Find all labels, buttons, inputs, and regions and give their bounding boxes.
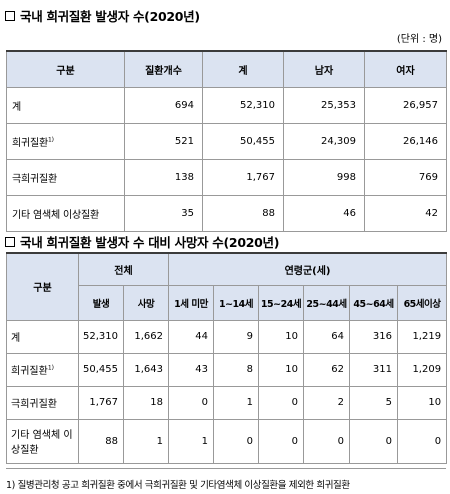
header-incidence: 발생 <box>78 284 124 321</box>
cell: 52,310 <box>78 319 124 354</box>
header-age-45-64: 45~64세 <box>349 284 398 321</box>
table-row: 희귀질환1) 521 50,455 24,309 26,146 <box>6 122 447 160</box>
header-total: 계 <box>202 50 284 88</box>
cell: 521 <box>124 122 203 160</box>
cell: 0 <box>258 385 304 420</box>
cell: 0 <box>258 418 304 464</box>
table-row: 기타 염색체 이상질환 88 1 1 0 0 0 0 0 <box>6 418 448 464</box>
header-age-25-44: 25~44세 <box>303 284 350 321</box>
cell: 1 <box>213 385 259 420</box>
mortality-table: 구분 전체 연령군(세) 발생 사망 1세 미만 1~14세 15~24세 25… <box>6 252 448 464</box>
footnote: 1) 질병관리청 공고 희귀질환 중에서 극희귀질환 및 기타염색체 이상질환을… <box>6 468 446 491</box>
header-category: 구분 <box>6 50 125 88</box>
cell: 138 <box>124 158 203 196</box>
table-row: 계 52,310 1,662 44 9 10 64 316 1,219 <box>6 319 448 354</box>
cell: 1,209 <box>396 352 448 387</box>
table1-title: 국내 희귀질환 발생자 수(2020년) <box>20 9 200 24</box>
square-bullet-icon <box>5 10 15 21</box>
row-label: 극희귀질환 <box>6 158 125 196</box>
table-header-row: 구분 질환개수 계 남자 여자 <box>6 50 447 88</box>
table-row: 극희귀질환 138 1,767 998 769 <box>6 158 447 196</box>
cell: 311 <box>349 352 398 387</box>
header-age-15-24: 15~24세 <box>258 284 304 321</box>
cell: 24,309 <box>283 122 365 160</box>
section-title-1: 국내 희귀질환 발생자 수(2020년) <box>5 6 200 25</box>
header-age-group: 연령군(세) <box>167 252 448 286</box>
cell: 42 <box>364 194 447 232</box>
cell: 694 <box>124 86 203 124</box>
cell: 18 <box>123 385 169 420</box>
cell: 5 <box>349 385 398 420</box>
row-label: 극희귀질환 <box>6 385 79 420</box>
cell: 10 <box>258 319 304 354</box>
footnote-marker: 1) <box>48 136 54 144</box>
header-female: 여자 <box>364 50 447 88</box>
row-label: 기타 염색체 이상질환 <box>6 194 125 232</box>
header-male: 남자 <box>283 50 365 88</box>
header-category: 구분 <box>6 252 79 321</box>
section-title-2: 국내 희귀질환 발생자 수 대비 사망자 수(2020년) <box>5 232 279 251</box>
cell: 9 <box>213 319 259 354</box>
cell: 1 <box>123 418 169 464</box>
cell: 1,662 <box>123 319 169 354</box>
table-row: 희귀질환1) 50,455 1,643 43 8 10 62 311 1,209 <box>6 352 448 387</box>
cell: 10 <box>396 385 448 420</box>
cell: 0 <box>213 418 259 464</box>
footnote-marker: 1) <box>47 364 54 372</box>
cell: 0 <box>303 418 350 464</box>
cell: 769 <box>364 158 447 196</box>
cell: 43 <box>168 352 214 387</box>
row-label: 희귀질환1) <box>6 352 79 387</box>
cell: 1,219 <box>396 319 448 354</box>
cell: 8 <box>213 352 259 387</box>
cell: 0 <box>349 418 398 464</box>
header-age-under1: 1세 미만 <box>168 284 214 321</box>
row-label: 기타 염색체 이상질환 <box>6 418 79 464</box>
cell: 26,146 <box>364 122 447 160</box>
unit-label: (단위 : 명) <box>396 34 442 45</box>
cell: 1,643 <box>123 352 169 387</box>
cell: 0 <box>168 385 214 420</box>
header-disease-count: 질환개수 <box>124 50 203 88</box>
incidence-table: 구분 질환개수 계 남자 여자 계 694 52,310 25,353 26,9… <box>6 50 447 232</box>
table-row: 기타 염색체 이상질환 35 88 46 42 <box>6 194 447 232</box>
table-header-row: 구분 전체 연령군(세) <box>6 252 448 321</box>
cell: 1,767 <box>202 158 284 196</box>
header-total-group: 전체 <box>78 252 169 286</box>
cell: 46 <box>283 194 365 232</box>
cell: 88 <box>202 194 284 232</box>
header-age-1-14: 1~14세 <box>213 284 259 321</box>
cell: 62 <box>303 352 350 387</box>
cell: 10 <box>258 352 304 387</box>
row-label: 희귀질환1) <box>6 122 125 160</box>
cell: 50,455 <box>78 352 124 387</box>
table2-title: 국내 희귀질환 발생자 수 대비 사망자 수(2020년) <box>20 235 280 250</box>
row-label: 계 <box>6 319 79 354</box>
cell: 316 <box>349 319 398 354</box>
cell: 52,310 <box>202 86 284 124</box>
header-deaths: 사망 <box>123 284 169 321</box>
cell: 1,767 <box>78 385 124 420</box>
square-bullet-icon <box>5 236 15 247</box>
table-row: 계 694 52,310 25,353 26,957 <box>6 86 447 124</box>
row-label: 계 <box>6 86 125 124</box>
cell: 26,957 <box>364 86 447 124</box>
cell: 35 <box>124 194 203 232</box>
table-row: 극희귀질환 1,767 18 0 1 0 2 5 10 <box>6 385 448 420</box>
cell: 2 <box>303 385 350 420</box>
cell: 25,353 <box>283 86 365 124</box>
cell: 0 <box>396 418 448 464</box>
cell: 1 <box>168 418 214 464</box>
cell: 88 <box>78 418 124 464</box>
cell: 998 <box>283 158 365 196</box>
table-subheader-row: 발생 사망 1세 미만 1~14세 15~24세 25~44세 45~64세 6… <box>7 284 448 321</box>
cell: 44 <box>168 319 214 354</box>
cell: 64 <box>303 319 350 354</box>
header-age-65plus: 65세이상 <box>396 284 448 321</box>
cell: 50,455 <box>202 122 284 160</box>
